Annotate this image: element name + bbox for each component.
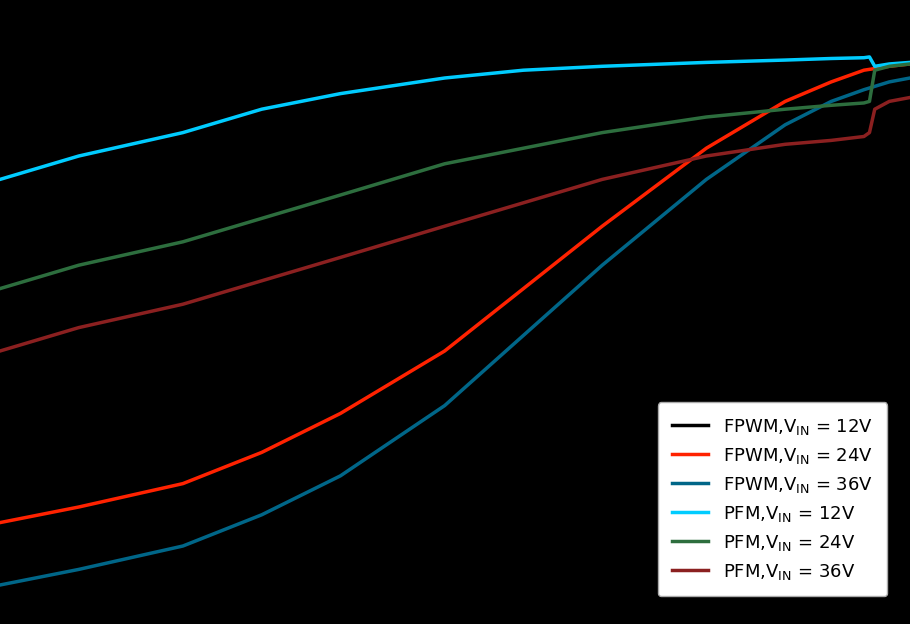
- Legend: FPWM,V$_{\mathrm{IN}}$ = 12V, FPWM,V$_{\mathrm{IN}}$ = 24V, FPWM,V$_{\mathrm{IN}: FPWM,V$_{\mathrm{IN}}$ = 12V, FPWM,V$_{\…: [658, 402, 887, 597]
